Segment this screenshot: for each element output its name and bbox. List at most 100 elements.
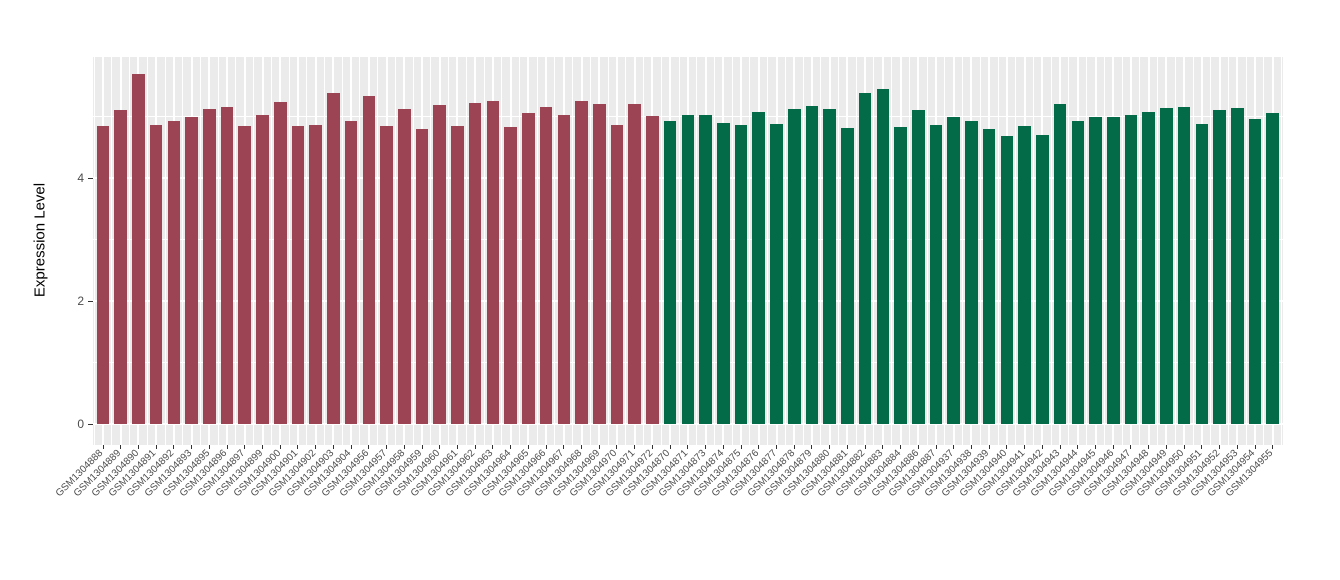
bar [734, 124, 748, 424]
x-tick-mark [1059, 445, 1061, 449]
bar [114, 109, 128, 424]
x-tick-mark [226, 445, 228, 449]
bar [947, 116, 961, 424]
x-tick-mark [1148, 445, 1150, 449]
gridline-minor-v [944, 57, 946, 445]
bar [522, 112, 535, 424]
x-tick-mark [882, 445, 884, 449]
bar [841, 127, 854, 424]
x-tick-mark [705, 445, 707, 449]
x-tick-mark [474, 445, 476, 449]
bar [1106, 116, 1120, 424]
x-tick-mark [864, 445, 866, 449]
bar [787, 109, 801, 424]
bar [1142, 112, 1155, 424]
x-tick-mark [173, 445, 175, 449]
x-tick-mark [421, 445, 423, 449]
x-tick-mark [527, 445, 529, 449]
gridline-minor-v [625, 57, 627, 445]
x-tick-mark [102, 445, 104, 449]
x-tick-mark [740, 445, 742, 449]
x-tick-mark [722, 445, 724, 449]
y-tick-mark [88, 300, 93, 302]
x-tick-mark [758, 445, 760, 449]
bar [273, 102, 287, 424]
x-tick-mark [829, 445, 831, 449]
gridline-minor-v [643, 57, 645, 445]
bar [681, 115, 695, 424]
gridline-minor-v [926, 57, 928, 445]
gridline-minor-v [1068, 57, 1070, 445]
bar [912, 109, 925, 424]
bar [398, 109, 411, 424]
gridline-minor-v [1157, 57, 1159, 445]
gridline-minor-v [448, 57, 450, 445]
gridline-minor-v [1121, 57, 1123, 445]
gridline-minor-v [1050, 57, 1052, 445]
bar [327, 92, 340, 424]
gridline-minor-v [270, 57, 272, 445]
x-tick-mark [900, 445, 902, 449]
x-tick-mark [244, 445, 246, 449]
x-tick-mark [811, 445, 813, 449]
gridline-minor-v [749, 57, 751, 445]
bar [575, 100, 588, 424]
gridline-minor-v [306, 57, 308, 445]
gridline-minor-v [1033, 57, 1034, 445]
bar [291, 125, 305, 424]
gridline-minor-v [1263, 57, 1265, 445]
x-tick-mark [492, 445, 494, 449]
gridline-minor-v [341, 57, 343, 445]
gridline-minor-v [891, 57, 893, 445]
bar [96, 125, 110, 424]
y-tick-mark [88, 423, 93, 425]
x-tick-mark [1024, 445, 1026, 449]
gridline-minor-v [430, 57, 432, 445]
gridline-minor-v [767, 57, 769, 445]
x-tick-mark [262, 445, 264, 449]
bar [1089, 116, 1102, 424]
gridline-minor-v [1227, 57, 1229, 445]
gridline-minor-v [1139, 57, 1141, 445]
x-tick-mark [403, 445, 405, 449]
x-tick-mark [1112, 445, 1114, 449]
bar [823, 108, 836, 424]
bar [876, 88, 890, 424]
bar [149, 125, 163, 424]
bar [770, 123, 783, 424]
gridline-minor-v [713, 57, 715, 445]
gridline-minor-v [1086, 57, 1088, 445]
gridline-minor-v [1210, 57, 1212, 445]
x-tick-mark [191, 445, 193, 449]
x-tick-mark [651, 445, 653, 449]
gridline-minor-v [288, 57, 290, 445]
gridline-minor-v [1245, 57, 1247, 445]
gridline-minor-v [146, 57, 148, 445]
bar [220, 106, 234, 424]
x-tick-mark [297, 445, 299, 449]
bar [1266, 112, 1280, 424]
bar [805, 106, 819, 424]
x-tick-mark [137, 445, 139, 449]
bar [628, 104, 641, 424]
x-tick-mark [1095, 445, 1097, 449]
bar [238, 125, 252, 424]
x-tick-mark [970, 445, 972, 449]
gridline-minor-v [483, 57, 485, 445]
x-tick-mark [279, 445, 281, 449]
gridline-minor-v [607, 57, 609, 445]
gridline-minor-v [1192, 57, 1194, 445]
gridline-minor-v [572, 57, 574, 445]
gridline-minor-v [412, 57, 414, 445]
bar [699, 114, 712, 424]
bar [1071, 120, 1085, 424]
gridline-minor-v [696, 57, 698, 445]
bar [504, 126, 517, 424]
bar [539, 106, 553, 424]
x-tick-mark [935, 445, 937, 449]
x-tick-mark [368, 445, 370, 449]
gridline-minor-v [1103, 57, 1105, 445]
gridline-minor-v [394, 57, 396, 445]
bar [965, 120, 978, 424]
